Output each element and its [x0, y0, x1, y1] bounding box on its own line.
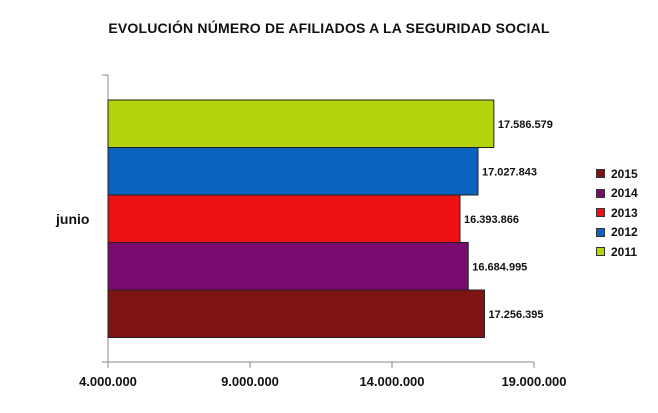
legend-swatch: [596, 169, 605, 179]
legend-label: 2012: [611, 225, 638, 240]
legend-item-2012: 2012: [596, 223, 638, 243]
legend-label: 2013: [611, 205, 638, 220]
category-label: junio: [55, 211, 89, 227]
legend-item-2015: 2015: [596, 164, 638, 184]
legend-label: 2011: [611, 244, 638, 259]
legend-swatch: [596, 188, 605, 198]
legend-item-2013: 2013: [596, 203, 638, 223]
legend: 2015 2014 2013 2012 2011: [596, 164, 638, 262]
data-label-2014: 16.684.995: [472, 261, 527, 273]
data-label-2015: 17.256.395: [488, 309, 543, 321]
legend-swatch: [596, 208, 605, 218]
data-label-2013: 16.393.866: [464, 214, 519, 226]
data-labels: 17.586.579 17.027.843 16.393.866 16.684.995…: [464, 119, 553, 321]
bar-2013: [107, 194, 461, 243]
x-tick-label: 9.000.000: [221, 374, 279, 389]
x-tick-label: 4.000.000: [79, 374, 137, 389]
x-tick-label: 19.000.000: [501, 374, 566, 389]
bar-2011: [107, 99, 495, 148]
bars: [107, 99, 495, 338]
legend-label: 2014: [611, 186, 638, 201]
bar-2014: [107, 242, 469, 291]
legend-swatch: [596, 247, 605, 257]
bar-2015: [107, 289, 485, 338]
data-label-2011: 17.586.579: [498, 119, 553, 131]
legend-label: 2015: [611, 166, 638, 181]
bar-2012: [107, 147, 479, 196]
legend-item-2011: 2011: [596, 242, 638, 262]
legend-swatch: [596, 227, 605, 237]
axes: 4.000.000 9.000.000 14.000.000 19.000.000 ju…: [55, 74, 567, 389]
x-tick-label: 14.000.000: [359, 374, 424, 389]
legend-item-2014: 2014: [596, 184, 638, 204]
data-label-2012: 17.027.843: [482, 166, 537, 178]
chart-title: EVOLUCIÓN NÚMERO DE AFILIADOS A LA SEGUR…: [108, 20, 550, 36]
